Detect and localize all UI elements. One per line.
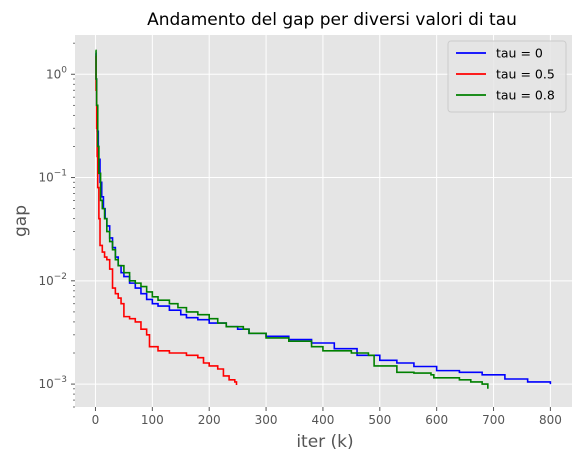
x-tick-label: 800 — [539, 413, 562, 427]
y-tick-base: 10 — [38, 377, 53, 391]
x-tick-label: 700 — [482, 413, 505, 427]
y-tick-exponent: −1 — [54, 169, 67, 179]
y-tick-label: 100 — [46, 65, 67, 81]
x-tick-label: 400 — [311, 413, 334, 427]
x-tick-label: 100 — [141, 413, 164, 427]
y-tick-exponent: −2 — [54, 272, 67, 282]
y-axis-label: gap — [11, 205, 31, 237]
legend-label-0: tau = 0 — [496, 46, 543, 61]
x-tick-label: 500 — [368, 413, 391, 427]
y-tick-base: 10 — [38, 171, 53, 185]
x-axis-ticks: 0 100 200 300 400 500 600 700 800 — [92, 407, 562, 427]
y-tick-base: 10 — [38, 274, 53, 288]
y-tick-exponent: −3 — [54, 375, 67, 385]
x-axis-label: iter (k) — [296, 432, 353, 452]
x-tick-label: 600 — [425, 413, 448, 427]
chart-title: Andamento del gap per diversi valori di … — [147, 10, 517, 30]
legend-label-1: tau = 0.5 — [496, 67, 555, 82]
y-tick-label: 10−1 — [38, 169, 67, 185]
y-tick-base: 10 — [46, 67, 61, 81]
x-tick-label: 0 — [92, 413, 100, 427]
legend: tau = 0 tau = 0.5 tau = 0.8 — [448, 41, 566, 112]
y-minor-ticks — [73, 43, 75, 407]
y-tick-label: 10−3 — [38, 375, 67, 391]
y-tick-label: 10−2 — [38, 272, 67, 288]
x-tick-label: 200 — [198, 413, 221, 427]
y-tick-exponent: 0 — [61, 65, 67, 75]
x-tick-label: 300 — [255, 413, 278, 427]
legend-label-2: tau = 0.8 — [496, 88, 555, 103]
